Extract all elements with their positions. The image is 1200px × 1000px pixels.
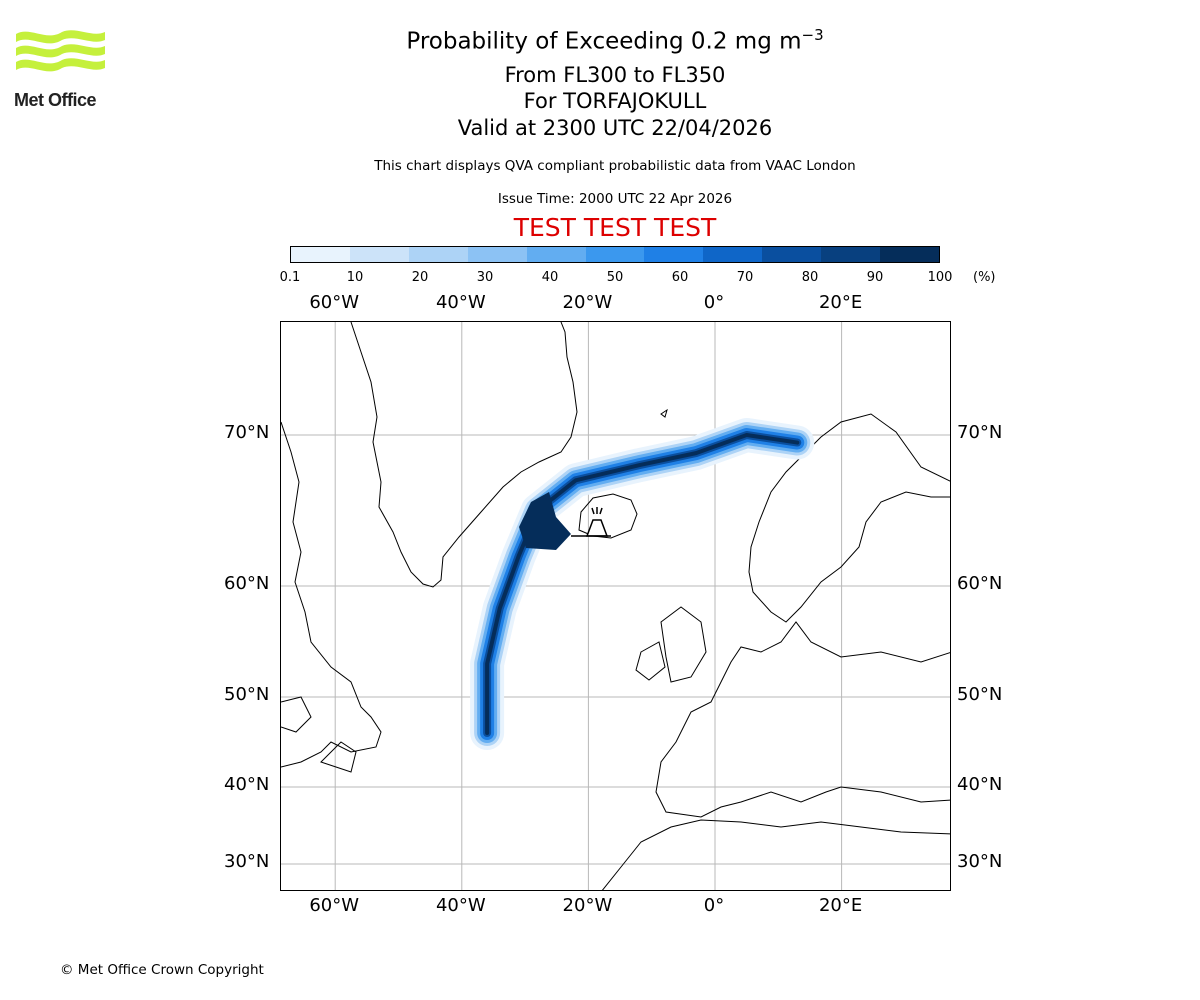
latitude-label: 60°N xyxy=(957,573,1003,594)
map-panel xyxy=(280,321,951,891)
jan-mayen-coast xyxy=(660,408,668,418)
longitude-label: 20°E xyxy=(818,292,863,313)
colorbar-tick-label: 60 xyxy=(671,270,689,285)
colorbar-segment xyxy=(467,247,527,262)
nova-scotia-coast xyxy=(281,696,312,733)
chart-title: Probability of Exceeding 0.2 mg m−3 xyxy=(0,26,1200,55)
volcano-name: For TORFAJOKULL xyxy=(523,89,707,113)
colorbar-tick-label: 80 xyxy=(801,270,819,285)
europe-coast xyxy=(655,621,950,818)
iceland-coast xyxy=(578,493,638,539)
map-canvas xyxy=(281,322,950,890)
ash-plume xyxy=(470,418,815,750)
colorbar-segment xyxy=(762,247,822,262)
longitude-label: 40°W xyxy=(435,292,486,313)
colorbar-segment xyxy=(349,247,409,262)
colorbar-tick-label: 50 xyxy=(606,270,624,285)
met-office-wave-icon xyxy=(16,30,105,72)
colorbar-segment xyxy=(703,247,763,262)
colorbar-tick-label: 0.1 xyxy=(279,270,301,285)
africa-coast xyxy=(601,819,950,890)
longitude-label: 20°W xyxy=(562,292,613,313)
latitude-label: 70°N xyxy=(224,422,270,443)
chart-title-text: Probability of Exceeding 0.2 mg m xyxy=(406,28,802,55)
latitude-label: 40°N xyxy=(224,774,270,795)
graticule xyxy=(281,322,950,890)
longitude-label: 0° xyxy=(703,292,725,313)
probability-colorbar xyxy=(290,246,940,263)
latitude-label: 50°N xyxy=(224,684,270,705)
colorbar-tick-label: 20 xyxy=(411,270,429,285)
issue-time: Issue Time: 2000 UTC 22 Apr 2026 xyxy=(497,191,733,207)
longitude-label: 60°W xyxy=(309,292,360,313)
greenland-coast xyxy=(350,322,578,588)
longitude-label: 20°E xyxy=(818,895,863,916)
met-office-logo-text: Met Office xyxy=(14,90,97,110)
latitude-label: 40°N xyxy=(957,774,1003,795)
colorbar-tick-label: 40 xyxy=(541,270,559,285)
colorbar-segment xyxy=(408,247,468,262)
latitude-label: 30°N xyxy=(957,851,1003,872)
colorbar-segment xyxy=(821,247,881,262)
volcano-icon xyxy=(571,507,611,537)
longitude-label: 40°W xyxy=(435,895,486,916)
colorbar-unit: (%) xyxy=(973,270,996,285)
met-office-logo: Met Office xyxy=(12,28,112,118)
longitude-label: 20°W xyxy=(562,895,613,916)
valid-time: Valid at 2300 UTC 22/04/2026 xyxy=(457,116,773,140)
newfoundland-coast xyxy=(320,741,357,773)
plume-core xyxy=(519,492,571,550)
chart-subtitle: This chart displays QVA compliant probab… xyxy=(374,158,856,174)
copyright-notice: © Met Office Crown Copyright xyxy=(60,962,264,978)
colorbar-tick-label: 90 xyxy=(866,270,884,285)
colorbar-segment xyxy=(585,247,645,262)
chart-title-exponent: −3 xyxy=(801,26,824,44)
test-banner: TEST TEST TEST xyxy=(513,213,717,242)
colorbar-tick-label: 70 xyxy=(736,270,754,285)
flight-level-range: From FL300 to FL350 xyxy=(504,63,726,87)
latitude-label: 70°N xyxy=(957,422,1003,443)
longitude-label: 0° xyxy=(703,895,725,916)
longitude-label: 60°W xyxy=(309,895,360,916)
colorbar-segment xyxy=(526,247,586,262)
colorbar-tick-label: 30 xyxy=(476,270,494,285)
ireland-coast xyxy=(635,641,666,681)
colorbar-tick-label: 10 xyxy=(346,270,364,285)
plume-contour xyxy=(470,418,815,750)
latitude-label: 50°N xyxy=(957,684,1003,705)
colorbar-tick-label: 100 xyxy=(927,270,953,285)
scandinavia-coast xyxy=(748,413,950,623)
coastlines xyxy=(281,322,950,890)
latitude-label: 60°N xyxy=(224,573,270,594)
colorbar-segment xyxy=(291,247,350,262)
colorbar-segment xyxy=(644,247,704,262)
latitude-label: 30°N xyxy=(224,851,270,872)
colorbar-segment xyxy=(880,247,939,262)
british-isles-coast xyxy=(660,606,707,683)
canada-coast xyxy=(281,421,382,768)
